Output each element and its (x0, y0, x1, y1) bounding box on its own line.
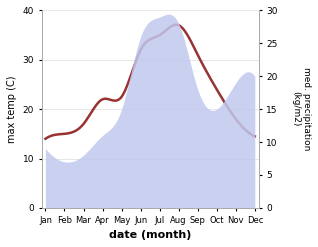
Y-axis label: med. precipitation
(kg/m2): med. precipitation (kg/m2) (292, 67, 311, 151)
X-axis label: date (month): date (month) (109, 230, 191, 240)
Y-axis label: max temp (C): max temp (C) (7, 75, 17, 143)
